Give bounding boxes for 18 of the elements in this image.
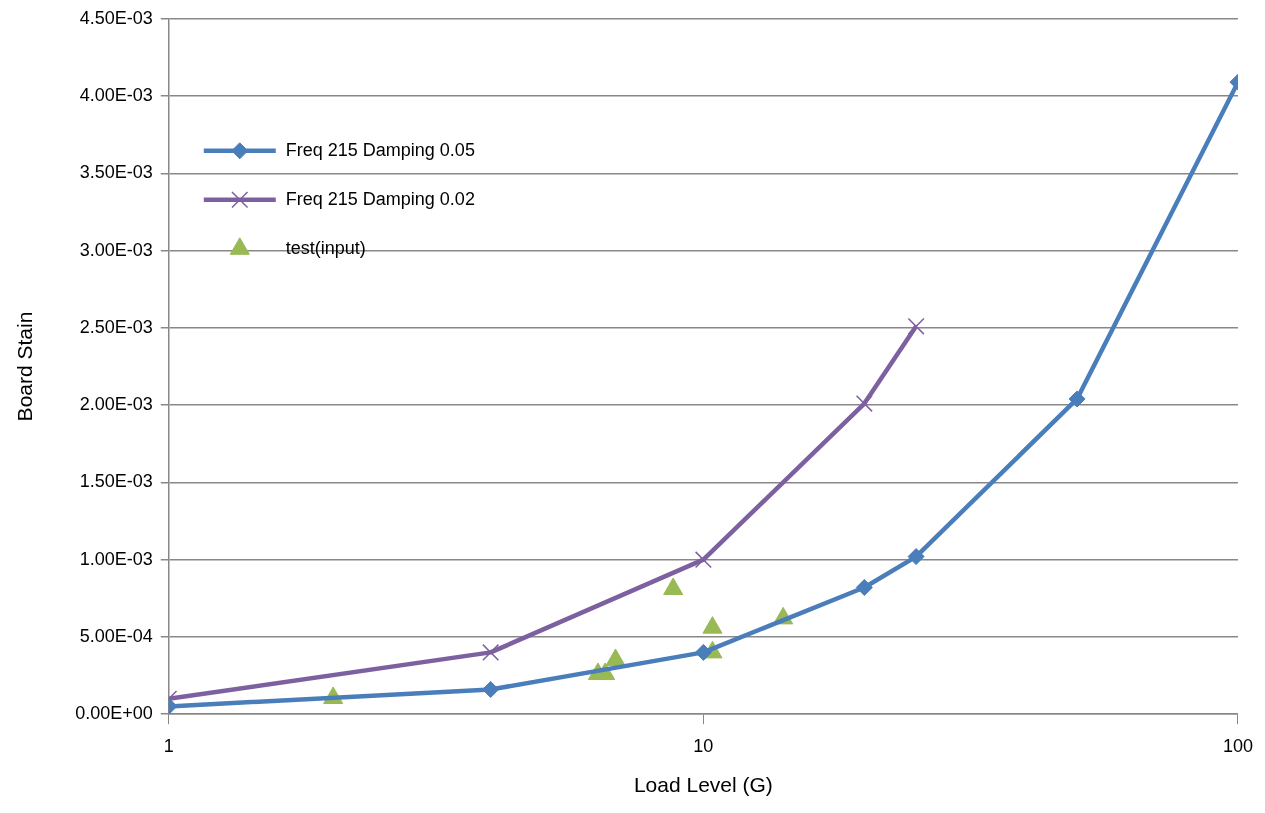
x-tick-label: 1 [163, 735, 174, 756]
y-tick-label: 5.00E-04 [79, 625, 153, 646]
y-tick-label: 4.00E-03 [79, 85, 153, 106]
y-tick-label: 4.50E-03 [79, 7, 153, 28]
y-axis-title: Board Stain [13, 311, 37, 422]
y-tick-label: 3.50E-03 [79, 162, 153, 183]
y-tick-label: 2.00E-03 [79, 394, 153, 415]
y-tick-label: 0.00E+00 [75, 703, 153, 724]
y-tick-label: 3.00E-03 [79, 239, 153, 260]
x-tick-label: 10 [693, 735, 714, 756]
y-tick-label: 1.50E-03 [79, 471, 153, 492]
legend-label: test(input) [285, 237, 366, 258]
y-tick-label: 2.50E-03 [79, 316, 153, 337]
y-tick-label: 1.00E-03 [79, 548, 153, 569]
legend-label: Freq 215 Damping 0.05 [285, 139, 475, 160]
x-tick-label: 100 [1222, 735, 1254, 756]
legend-label: Freq 215 Damping 0.02 [285, 188, 475, 209]
x-axis-title: Load Level (G) [633, 773, 773, 797]
